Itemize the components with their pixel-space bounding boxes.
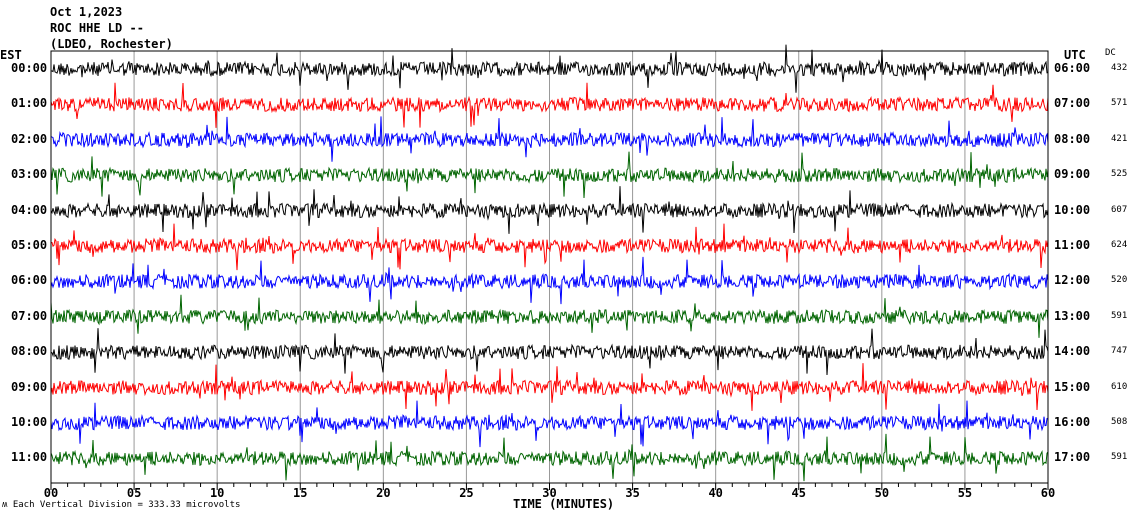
dc-value: 607 [1111,204,1128,215]
utc-time-label: 10:00 [1054,202,1091,217]
utc-time-label: 07:00 [1054,96,1091,111]
x-tick-label: 25 [459,486,473,500]
est-label: EST [0,48,22,62]
dc-value: 432 [1111,63,1128,73]
dc-label: DC [1105,48,1116,58]
est-time-label: 00:00 [11,61,48,75]
date-title: Oct 1,2023 [50,5,123,19]
utc-time-label: 16:00 [1054,415,1091,429]
utc-time-label: 15:00 [1054,379,1091,394]
dc-value: 591 [1111,452,1128,463]
dc-value: 520 [1111,275,1128,286]
trace-line [50,433,1049,482]
dc-value: 421 [1111,133,1128,144]
x-tick-label: 00 [44,486,58,500]
station-title: ROC HHE LD -- [50,21,144,35]
footer-text: Each Vertical Division = 333.33 microvol… [12,500,241,510]
dc-value: 571 [1111,98,1128,109]
est-time-label: 10:00 [11,415,48,429]
trace-line [50,186,1049,234]
est-time-label: 08:00 [11,344,48,359]
network-title: (LDEO, Rochester) [50,37,173,51]
trace-line [50,151,1049,199]
utc-time-label: 08:00 [1054,131,1091,146]
trace-line [50,328,1049,376]
seismo-icon: ʍ [2,500,13,510]
est-time-label: 02:00 [11,131,48,146]
trace-line [50,294,1049,338]
utc-time-label: 13:00 [1054,308,1091,323]
est-time-label: 01:00 [11,96,48,111]
x-tick-label: 05 [127,486,141,500]
footer-note: ʍ Each Vertical Division = 333.33 microv… [2,500,240,510]
plot-frame [50,50,1049,484]
utc-time-label: 14:00 [1054,344,1091,359]
est-time-label: 05:00 [11,238,48,252]
est-time-label: 03:00 [11,167,48,182]
x-tick-label: 40 [708,486,722,500]
x-tick-label: 30 [542,486,556,500]
utc-time-label: 11:00 [1054,238,1091,252]
dc-value: 624 [1111,240,1128,250]
est-time-label: 06:00 [11,273,48,288]
utc-label: UTC [1064,48,1086,62]
x-tick-label: 15 [293,486,307,500]
x-tick-label: 55 [958,486,972,500]
utc-time-label: 12:00 [1054,273,1091,288]
dc-value: 747 [1111,346,1128,357]
est-time-label: 07:00 [11,308,48,323]
dc-value: 508 [1111,417,1128,427]
trace-line [50,116,1049,162]
x-tick-label: 50 [875,486,889,500]
est-time-label: 11:00 [11,450,48,465]
trace-line [50,44,1049,93]
dc-value: 610 [1111,381,1128,392]
x-tick-label: 20 [376,486,390,500]
trace-line [51,223,1049,271]
trace-line [50,82,1049,128]
est-time-label: 09:00 [11,379,48,394]
trace-line [50,256,1049,305]
dc-value: 591 [1111,310,1128,321]
utc-time-label: 17:00 [1054,450,1091,465]
trace-line [50,363,1049,411]
trace-line [50,400,1049,448]
utc-time-label: 06:00 [1054,61,1091,75]
x-tick-label: 10 [210,486,224,500]
x-tick-label: 60 [1041,486,1055,500]
x-axis-label: TIME (MINUTES) [513,497,615,511]
dc-value: 525 [1111,169,1128,180]
est-time-label: 04:00 [11,202,48,217]
x-tick-label: 45 [792,486,806,500]
utc-time-label: 09:00 [1054,167,1091,182]
x-tick-label: 35 [625,486,639,500]
